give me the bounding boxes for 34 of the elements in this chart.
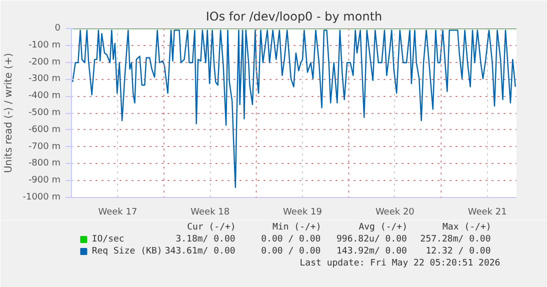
text: Min (-/+) bbox=[272, 222, 322, 232]
y-tick-label: -100 m bbox=[28, 40, 61, 50]
text: 996.82u/ 0.00 bbox=[336, 234, 407, 244]
y-tick-label: -300 m bbox=[28, 74, 61, 84]
y-tick-label: -200 m bbox=[28, 57, 61, 68]
x-tick-label: Week 18 bbox=[190, 208, 230, 218]
y-tick-label: -500 m bbox=[28, 108, 61, 118]
text: Avg (-/+) bbox=[358, 222, 408, 232]
text: 12.32 / 0.00 bbox=[426, 246, 491, 256]
y-tick-label: -400 m bbox=[28, 91, 61, 102]
x-tick-label: Week 21 bbox=[468, 208, 507, 218]
y-tick-label: -600 m bbox=[28, 124, 61, 135]
text: 257.28m/ 0.00 bbox=[420, 234, 491, 244]
legend-label: IO/sec bbox=[92, 234, 124, 244]
y-tick-label: -800 m bbox=[28, 158, 61, 169]
legend-label: Req Size (KB) bbox=[92, 246, 162, 256]
text: 3.18m/ 0.00 bbox=[176, 234, 236, 244]
text: 0.00 / 0.00 bbox=[261, 246, 321, 256]
y-tick-label: 0 bbox=[54, 24, 61, 34]
x-tick-label: Week 20 bbox=[375, 208, 415, 218]
y-axis-title: Units read (-) / write (+) bbox=[4, 52, 15, 174]
y-tick-label: -900 m bbox=[28, 176, 61, 186]
x-tick-label: Week 19 bbox=[283, 208, 322, 218]
text: Cur (-/+) bbox=[187, 222, 236, 232]
chart-title: IOs for /dev/loop0 - by month bbox=[206, 10, 382, 24]
line-series bbox=[72, 30, 516, 188]
text: 0.00 / 0.00 bbox=[261, 234, 321, 244]
y-tick-label: -700 m bbox=[28, 142, 61, 152]
x-tick-label: Week 17 bbox=[98, 208, 138, 218]
text: 343.61m/ 0.00 bbox=[164, 246, 236, 256]
text: Last update: Fri May 22 05:20:51 2026 bbox=[300, 258, 500, 268]
text: 143.92m/ 0.00 bbox=[336, 246, 407, 256]
y-tick-label: -1000 m bbox=[22, 192, 60, 202]
text: Max (-/+) bbox=[442, 222, 492, 232]
